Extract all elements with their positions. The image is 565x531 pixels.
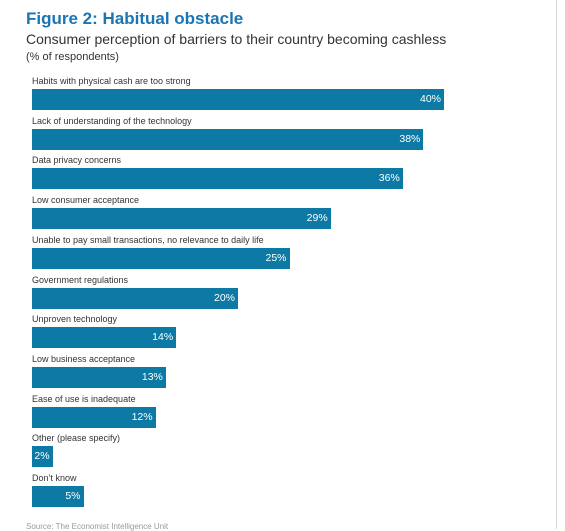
category-label: Low consumer acceptance <box>32 195 140 206</box>
bar-value-label: 20% <box>213 291 235 304</box>
chart-title: Figure 2: Habitual obstacle <box>26 9 244 28</box>
category-label: Lack of understanding of the technology <box>32 115 192 126</box>
category-label: Don’t know <box>32 473 77 483</box>
chart-subtitle: Consumer perception of barriers to their… <box>26 31 447 47</box>
chart-unit-label: (% of respondents) <box>26 51 119 63</box>
chart-source: Source: The Economist Intelligence Unit <box>26 522 169 531</box>
bar-value-label: 2% <box>34 450 50 463</box>
bar: 2% <box>32 446 53 468</box>
bar: 40% <box>32 89 444 110</box>
category-label: Low business acceptance <box>32 353 136 364</box>
category-label: Ease of use is inadequate <box>32 393 136 404</box>
category-label: Unable to pay small transactions, no rel… <box>32 234 264 245</box>
bar-value-label: 36% <box>378 172 400 185</box>
bar: 38% <box>32 128 424 150</box>
bar-value-label: 12% <box>131 410 153 423</box>
bar-value-label: 5% <box>65 490 81 502</box>
category-label: Unproven technology <box>32 314 118 325</box>
category-label: Other (please specify) <box>32 433 121 444</box>
bar-value-label: 13% <box>141 370 163 383</box>
bar-value-label: 29% <box>306 212 328 225</box>
bar: 12% <box>32 406 156 428</box>
bar-value-label: 38% <box>399 132 421 145</box>
bar: 29% <box>32 208 331 230</box>
category-label: Habits with physical cash are too strong <box>32 76 191 86</box>
bar-value-label: 14% <box>152 331 174 344</box>
bar-value-label: 40% <box>419 93 441 105</box>
bar: 36% <box>32 168 403 190</box>
category-label: Data privacy concerns <box>32 155 122 166</box>
bar: 5% <box>32 486 84 507</box>
category-label: Government regulations <box>32 274 129 285</box>
bar: 13% <box>32 366 166 388</box>
bar: 20% <box>32 287 238 309</box>
bar: 14% <box>32 327 177 349</box>
bar: 25% <box>32 247 290 269</box>
bar-value-label: 25% <box>265 251 287 264</box>
